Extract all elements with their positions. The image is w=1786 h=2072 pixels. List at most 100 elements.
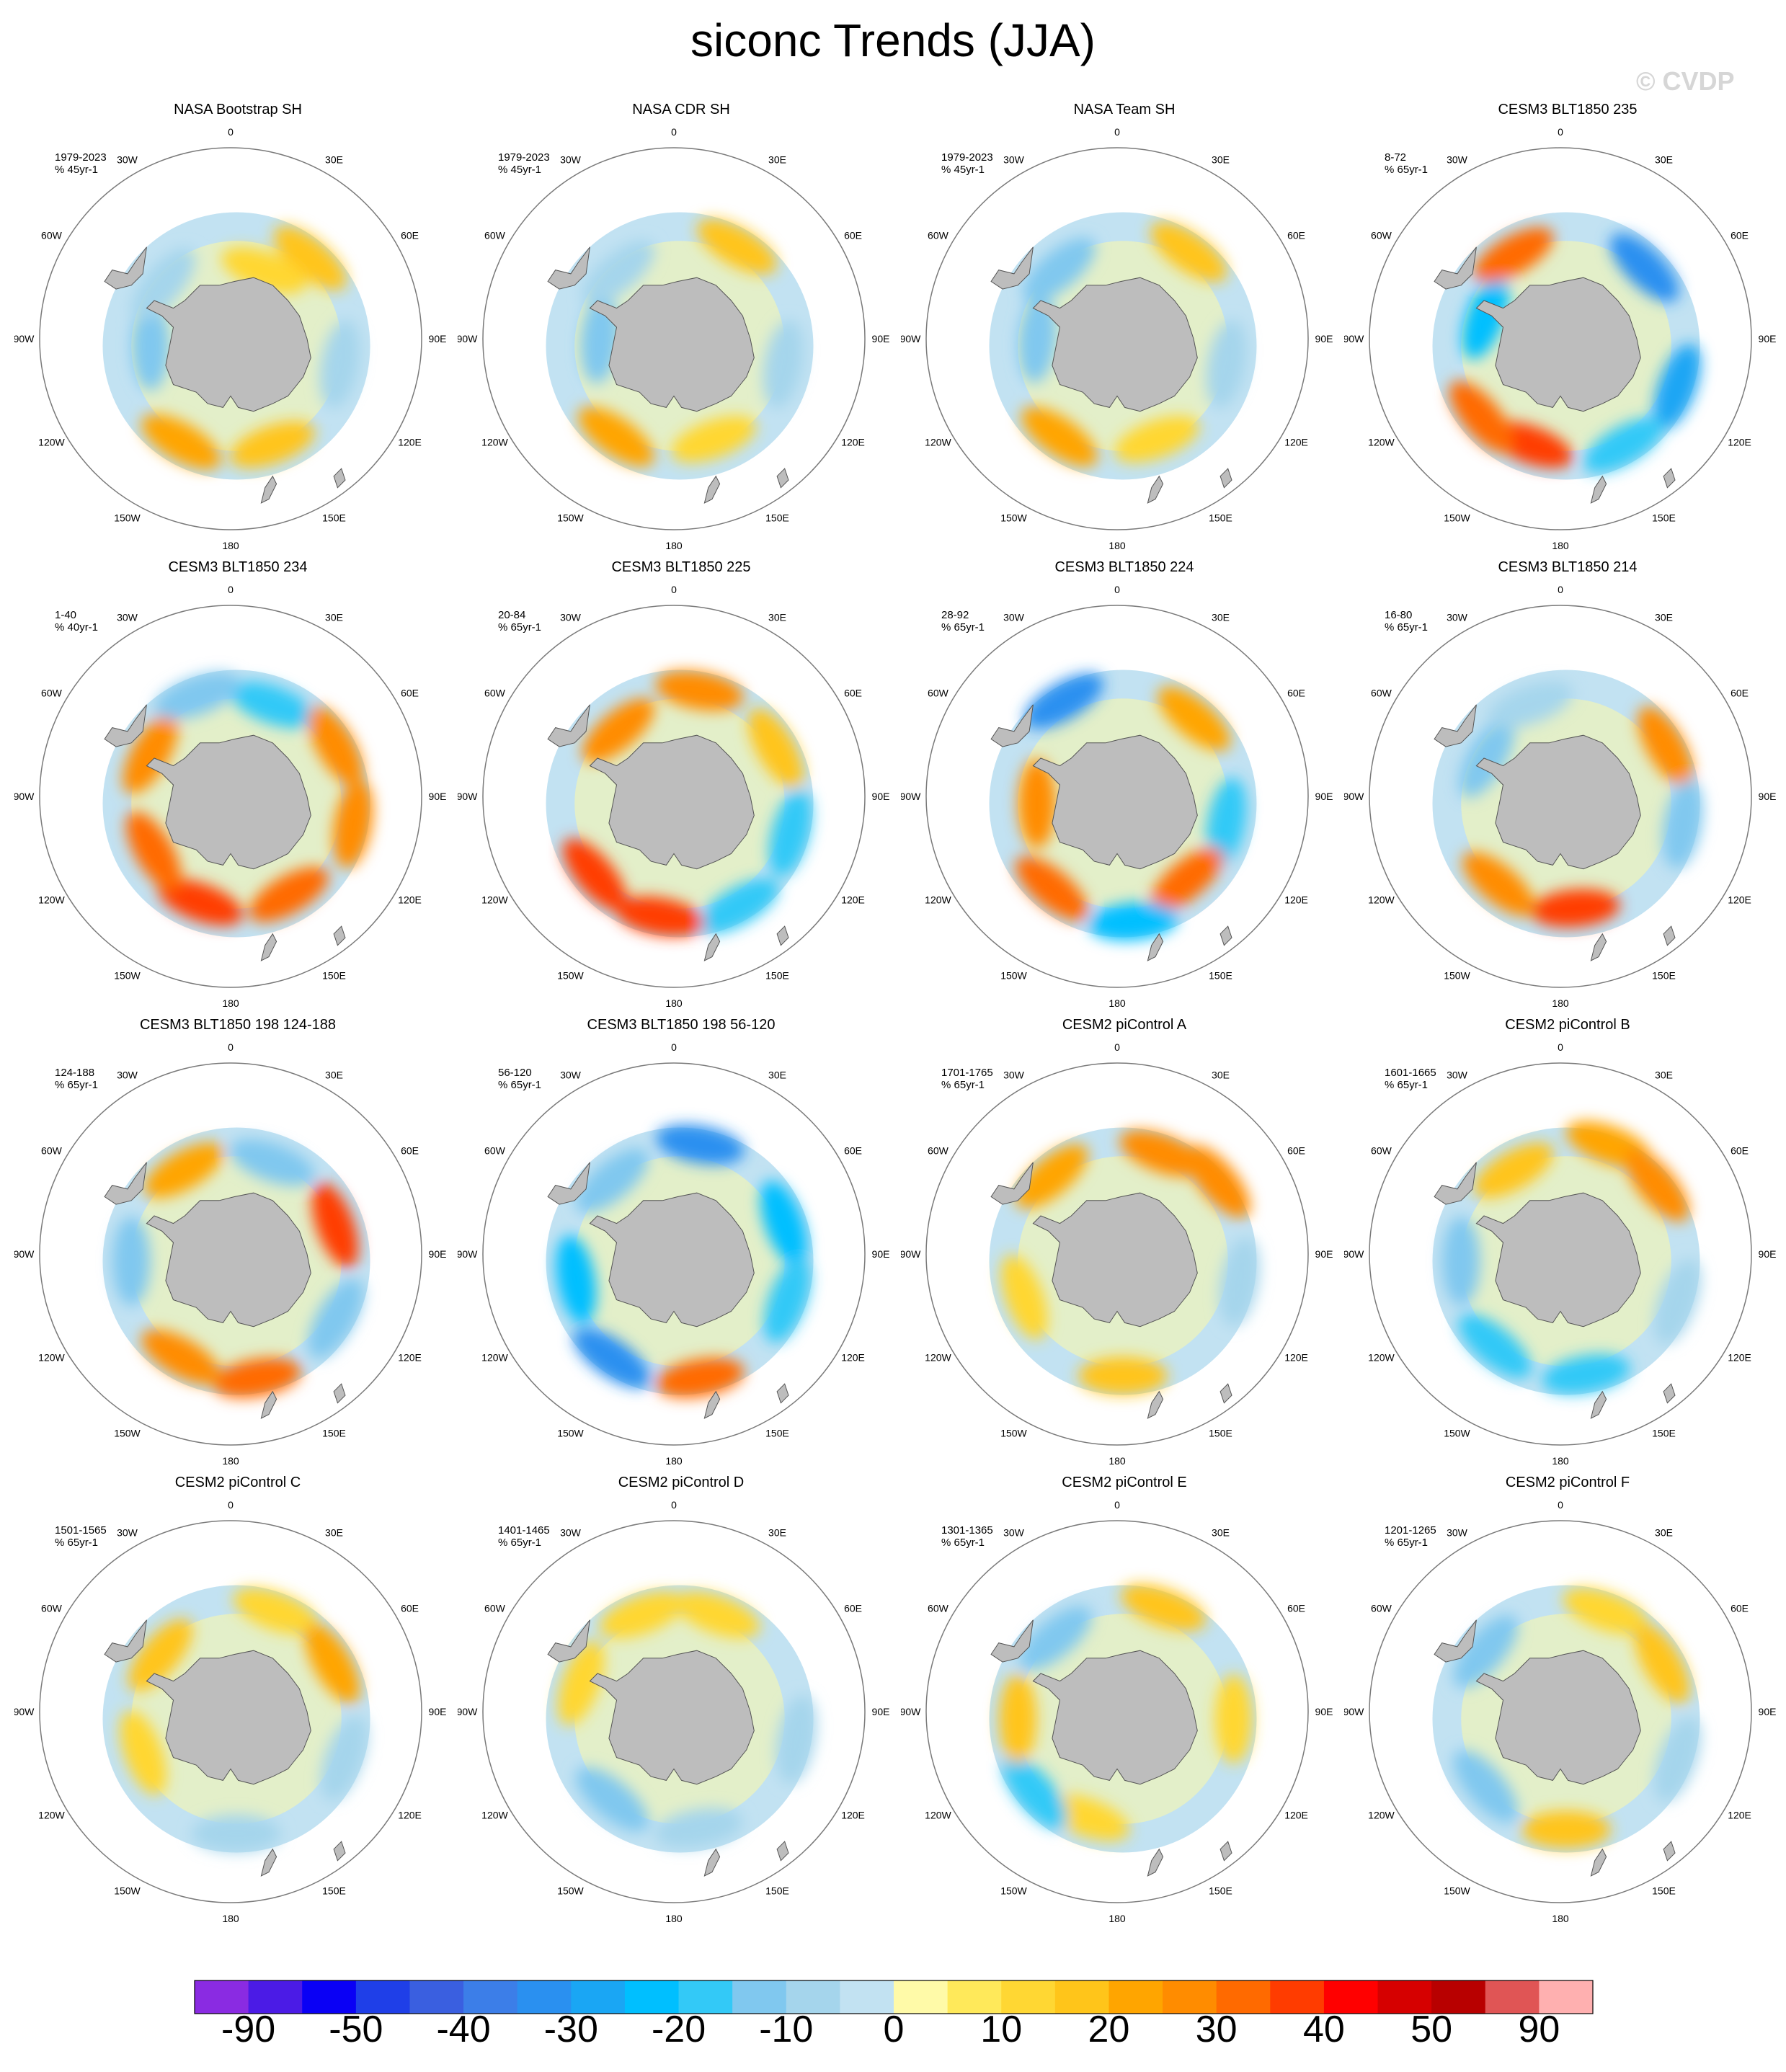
antarctica-landmass [1032, 734, 1198, 870]
longitude-label: 60E [401, 1145, 419, 1157]
longitude-label: 60E [844, 1603, 862, 1614]
tasmania-landmass [1219, 1841, 1232, 1862]
longitude-label: 30E [768, 1526, 786, 1538]
map-boundary [482, 605, 866, 988]
longitude-label: 30E [325, 154, 343, 165]
longitude-label: 90W [14, 1706, 35, 1717]
trend-anomaly [1462, 852, 1535, 917]
longitude-label: 150E [765, 1885, 789, 1897]
longitude-label: 60E [1731, 1603, 1749, 1614]
trend-anomaly [557, 1640, 605, 1726]
map-boundary [925, 1062, 1309, 1446]
longitude-label: 120E [841, 1810, 865, 1821]
trend-anomaly [697, 218, 777, 275]
antarctica-landmass [589, 1192, 755, 1328]
map-boundary [39, 605, 422, 988]
trend-anomaly [1459, 718, 1515, 798]
colorbar-label: -30 [543, 2009, 598, 2050]
longitude-label: 150W [557, 1885, 584, 1897]
longitude-label: 90W [1344, 1248, 1364, 1260]
panel-units: % 65yr-1 [55, 1537, 99, 1549]
trend-anomaly [1000, 1254, 1048, 1340]
longitude-label: 0 [228, 584, 234, 595]
longitude-label: 180 [1109, 1455, 1126, 1467]
colorbar-swatch [409, 1980, 464, 2014]
longitude-label: 60E [1731, 1145, 1749, 1157]
colorbar-swatch [355, 1980, 410, 2014]
colorbar-label: 50 [1410, 2009, 1453, 2050]
tasmania-landmass [333, 1383, 346, 1404]
trend-anomaly [1003, 1756, 1067, 1829]
longitude-label: 180 [665, 1455, 683, 1467]
trend-anomaly [671, 416, 757, 463]
longitude-label: 90E [1759, 1248, 1777, 1260]
south-america-landmass [990, 1162, 1034, 1205]
new-zealand-landmass [260, 475, 277, 504]
colorbar-swatch [248, 1980, 303, 2014]
longitude-label: 180 [1552, 540, 1569, 551]
colorbar-swatch [302, 1980, 357, 2014]
panel-period: 1-40 [55, 609, 77, 621]
trend-anomaly [999, 1674, 1037, 1764]
colorbar-swatch [678, 1980, 733, 2014]
panel-title: NASA Team SH [1073, 102, 1176, 117]
longitude-label: 30W [1447, 1526, 1468, 1538]
trend-anomaly [221, 247, 307, 294]
longitude-label: 30W [1003, 611, 1025, 623]
colorbar-swatch [1431, 1980, 1486, 2014]
map-panel: CESM3 BLT1850 234 1-40% 40yr-1 0 30E 60E 90E 1… [14, 559, 461, 1013]
polar-map: 0 30E 60E 90E 120E 150E 180 150W 120W 90W 60W 30W [14, 1499, 446, 1924]
colorbar-swatch [517, 1980, 572, 2014]
longitude-label: 120W [925, 437, 951, 448]
panel-title: CESM3 BLT1850 235 [1498, 102, 1638, 117]
longitude-label: 90W [901, 333, 921, 344]
panel-title: CESM3 BLT1850 198 56-120 [587, 1017, 776, 1033]
longitude-label: 60W [484, 1603, 506, 1614]
colorbar [194, 1980, 1594, 2014]
trend-anomaly [158, 879, 244, 926]
panel-units: % 45yr-1 [941, 164, 985, 176]
colorbar-label: 0 [883, 2009, 905, 2050]
panel-period: 1979-2023 [55, 151, 107, 164]
longitude-label: 180 [1109, 1913, 1126, 1924]
antarctica-landmass [589, 277, 755, 412]
panel-title: CESM2 piControl B [1505, 1017, 1630, 1033]
trend-anomaly [1663, 780, 1703, 868]
longitude-label: 60E [401, 1603, 419, 1614]
longitude-label: 120E [398, 1810, 422, 1821]
polar-map: 0 30E 60E 90E 120E 150E 180 150W 120W 90W 60W 30W [1344, 126, 1776, 551]
polar-map: 0 30E 60E 90E 120E 150E 180 150W 120W 90W 60W 30W [1344, 1041, 1777, 1467]
longitude-label: 150E [322, 1885, 346, 1897]
longitude-label: 0 [1558, 126, 1563, 138]
trend-anomaly [1023, 673, 1104, 729]
longitude-label: 90W [458, 791, 478, 802]
longitude-label: 30W [560, 1069, 582, 1080]
longitude-label: 60W [1371, 688, 1392, 699]
new-zealand-landmass [1147, 1848, 1164, 1877]
south-america-landmass [547, 246, 590, 290]
polar-map: 0 30E 60E 90E 120E 150E 180 150W 120W 90W 60W 30W [458, 1041, 889, 1467]
longitude-label: 30W [1447, 611, 1468, 623]
colorbar-label: -20 [651, 2009, 706, 2050]
trend-anomaly [1078, 1357, 1168, 1395]
longitude-label: 60E [1287, 1145, 1305, 1157]
longitude-label: 90E [872, 333, 890, 344]
map-panel: CESM2 piControl F 1201-1265% 65yr-1 0 30E 60… [1344, 1474, 1786, 1928]
trend-anomaly [575, 1148, 649, 1213]
south-america-landmass [1434, 1619, 1477, 1663]
trend-anomaly [1018, 1606, 1092, 1671]
panel-title: CESM2 piControl F [1505, 1475, 1630, 1490]
panel-units: % 65yr-1 [941, 1537, 985, 1549]
trend-anomaly [213, 1358, 301, 1398]
colorbar-swatch [1485, 1980, 1540, 2014]
antarctica-landmass [1032, 277, 1198, 412]
longitude-label: 120W [925, 1810, 951, 1821]
panel-units: % 65yr-1 [1385, 164, 1429, 176]
longitude-label: 30W [560, 611, 582, 623]
trend-anomaly [616, 896, 704, 937]
trend-anomaly [1214, 1674, 1253, 1764]
colorbar-label: 90 [1518, 2009, 1560, 2050]
tasmania-landmass [333, 925, 346, 946]
longitude-label: 30E [325, 611, 343, 623]
trend-anomaly [1462, 274, 1509, 360]
